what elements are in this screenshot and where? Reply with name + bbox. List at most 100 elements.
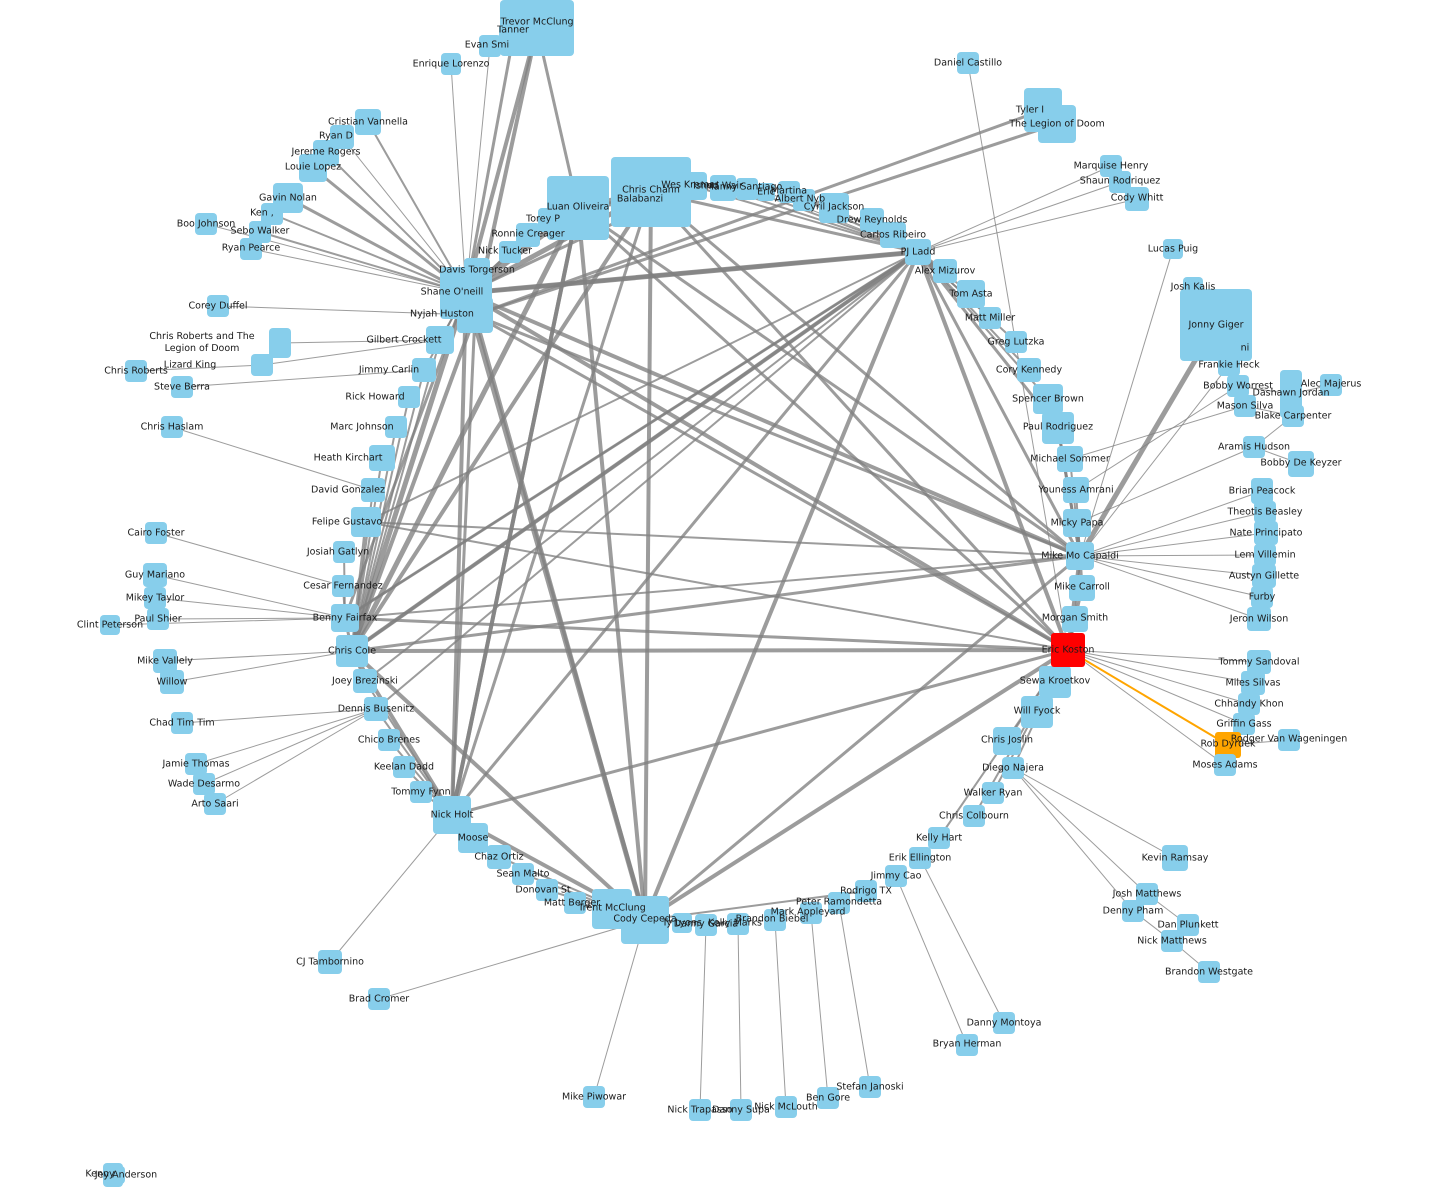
graph-node[interactable]: [817, 1087, 839, 1109]
graph-node[interactable]: [1214, 754, 1236, 776]
graph-node[interactable]: [332, 575, 354, 597]
graph-node[interactable]: [144, 587, 166, 609]
graph-node[interactable]: [1233, 713, 1255, 735]
graph-node[interactable]: [727, 913, 749, 935]
graph-node[interactable]: [1042, 412, 1074, 444]
graph-node[interactable]: [499, 241, 521, 263]
graph-node[interactable]: [351, 507, 381, 537]
graph-node[interactable]: [378, 729, 400, 751]
graph-node[interactable]: [1161, 930, 1183, 952]
graph-node[interactable]: [1247, 650, 1271, 674]
graph-node[interactable]: [368, 988, 390, 1010]
graph-node[interactable]: [1163, 239, 1183, 259]
graph-node[interactable]: [538, 208, 562, 232]
graph-node[interactable]: [1062, 606, 1088, 632]
graph-node[interactable]: [1254, 501, 1276, 523]
graph-node[interactable]: [695, 914, 717, 936]
graph-node[interactable]: [147, 608, 169, 630]
graph-node[interactable]: [679, 172, 707, 200]
graph-node[interactable]: [185, 753, 207, 775]
graph-node[interactable]: [364, 697, 388, 721]
graph-node[interactable]: [100, 615, 120, 635]
graph-node[interactable]: [1288, 451, 1314, 477]
graph-node[interactable]: [207, 295, 229, 317]
graph-node[interactable]: [1002, 757, 1024, 779]
graph-node[interactable]: [487, 845, 511, 869]
graph-node[interactable]: [982, 782, 1004, 804]
graph-node[interactable]: [355, 109, 381, 135]
graph-node[interactable]: [1254, 521, 1278, 545]
graph-node[interactable]: [793, 189, 815, 211]
graph-node[interactable]: [928, 827, 950, 849]
graph-node[interactable]: [757, 183, 775, 201]
graph-node[interactable]: [1254, 544, 1276, 566]
graph-node[interactable]: [479, 35, 501, 57]
graph-node[interactable]: [299, 154, 327, 182]
graph-node[interactable]: [171, 376, 193, 398]
graph-node[interactable]: [1198, 961, 1220, 983]
graph-node[interactable]: [621, 896, 669, 944]
graph-node[interactable]: [620, 180, 660, 220]
graph-node[interactable]: [933, 259, 957, 283]
graph-node[interactable]: [956, 1034, 978, 1056]
graph-node[interactable]: [261, 203, 283, 225]
graph-node[interactable]: [1136, 883, 1158, 905]
graph-node[interactable]: [1125, 187, 1149, 211]
graph-node[interactable]: [1241, 671, 1265, 695]
graph-node[interactable]: [880, 222, 906, 248]
graph-node[interactable]: [1039, 666, 1071, 698]
graph-node[interactable]: [333, 541, 355, 563]
graph-node[interactable]: [385, 416, 407, 438]
graph-node[interactable]: [1278, 729, 1300, 751]
graph-node[interactable]: [195, 213, 217, 235]
graph-node[interactable]: [583, 1086, 605, 1108]
graph-node[interactable]: [318, 950, 342, 974]
graph-node[interactable]: [457, 297, 493, 333]
graph-node[interactable]: [1282, 405, 1304, 427]
graph-node[interactable]: [1017, 358, 1041, 382]
graph-node[interactable]: [441, 53, 461, 75]
graph-node[interactable]: [963, 805, 985, 827]
graph-node[interactable]: [1227, 375, 1249, 397]
graph-node[interactable]: [161, 416, 183, 438]
graph-node[interactable]: [710, 175, 736, 201]
graph-node[interactable]: [412, 358, 436, 382]
graph-node[interactable]: [249, 221, 271, 243]
graph-node[interactable]: [1238, 693, 1260, 715]
graph-node[interactable]: [909, 847, 931, 869]
graph-node[interactable]: [1033, 384, 1063, 414]
graph-node[interactable]: [193, 773, 215, 795]
graph-node[interactable]: [1021, 696, 1053, 728]
graph-node[interactable]: [331, 604, 359, 632]
graph-node[interactable]: [393, 756, 415, 778]
graph-node[interactable]: [1162, 845, 1188, 871]
graph-node[interactable]: [1051, 633, 1085, 667]
graph-node[interactable]: [1177, 914, 1199, 936]
graph-node[interactable]: [107, 1166, 125, 1184]
graph-node[interactable]: [979, 307, 1001, 329]
graph-node[interactable]: [764, 909, 786, 931]
graph-node[interactable]: [204, 793, 226, 815]
graph-node[interactable]: [536, 879, 558, 901]
graph-node[interactable]: [1215, 732, 1241, 758]
graph-node[interactable]: [689, 1099, 711, 1121]
graph-node[interactable]: [361, 478, 385, 502]
graph-node[interactable]: [269, 328, 291, 358]
graph-node[interactable]: [957, 52, 979, 74]
graph-node[interactable]: [512, 863, 534, 885]
graph-node[interactable]: [1066, 542, 1094, 570]
graph-node[interactable]: [426, 326, 454, 354]
graph-node[interactable]: [885, 865, 907, 887]
graph-node[interactable]: [398, 386, 420, 408]
graph-node[interactable]: [1251, 586, 1273, 608]
graph-node[interactable]: [1234, 395, 1256, 417]
graph-node[interactable]: [672, 913, 692, 933]
graph-node[interactable]: [1251, 478, 1273, 504]
graph-node[interactable]: [336, 635, 368, 667]
graph-node[interactable]: [145, 522, 167, 544]
graph-node[interactable]: [993, 727, 1021, 755]
graph-node[interactable]: [993, 1012, 1015, 1034]
graph-node[interactable]: [160, 670, 184, 694]
graph-node[interactable]: [1005, 331, 1027, 353]
